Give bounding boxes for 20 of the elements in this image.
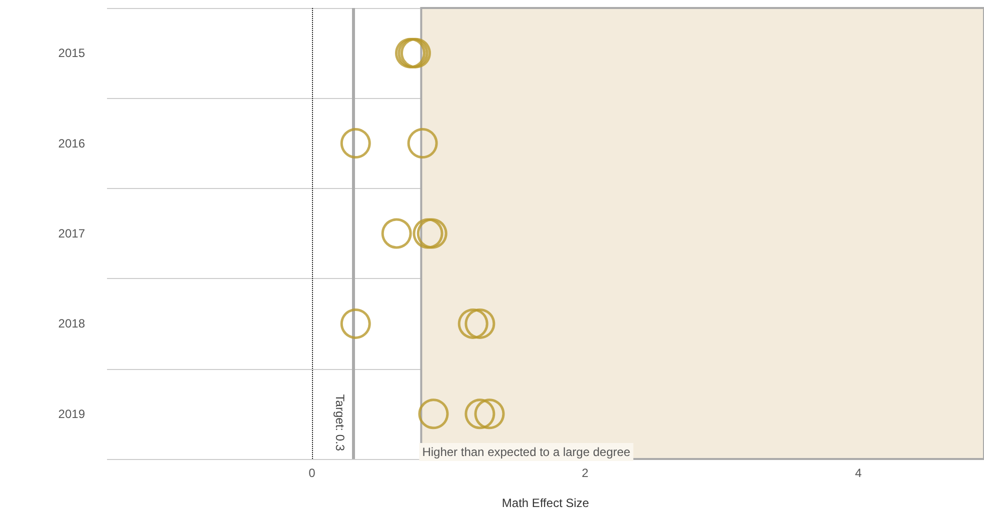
x-tick-label: 2 bbox=[582, 466, 589, 480]
y-tick-label: 2016 bbox=[58, 136, 86, 150]
ref-line-label: Target: 0.3 bbox=[332, 394, 347, 452]
x-tick-label: 4 bbox=[854, 466, 862, 480]
y-tick-label: 2015 bbox=[58, 46, 86, 60]
point bbox=[407, 128, 438, 159]
point bbox=[340, 128, 371, 159]
point bbox=[381, 218, 412, 249]
point bbox=[458, 308, 488, 339]
point bbox=[464, 398, 496, 430]
x-tick-label: 0 bbox=[308, 466, 316, 480]
point bbox=[464, 308, 496, 339]
point bbox=[340, 308, 371, 339]
point bbox=[418, 398, 449, 430]
y-tick-label: 2018 bbox=[58, 316, 86, 331]
band-label: Higher than expected to a large degree bbox=[422, 445, 631, 459]
y-tick-label: 2017 bbox=[58, 226, 86, 240]
y-tick-label: 2019 bbox=[58, 406, 86, 421]
point bbox=[474, 398, 505, 430]
x-axis-title: Math Effect Size bbox=[502, 496, 590, 510]
